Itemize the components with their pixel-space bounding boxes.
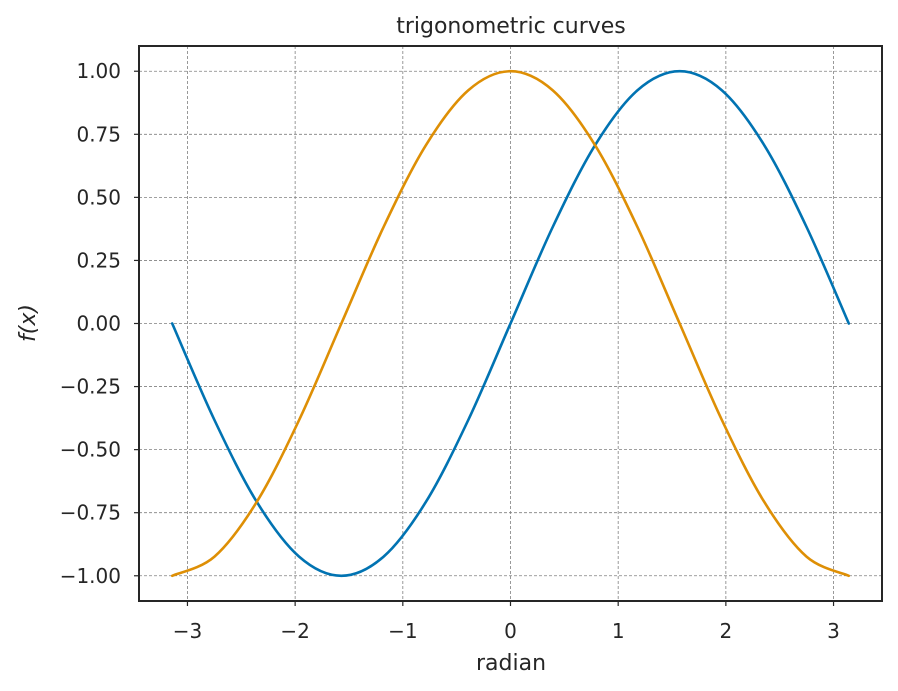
x-axis-title: radian [476, 651, 546, 676]
y-tick-label: −1.00 [60, 564, 121, 588]
x-tick-label: −1 [388, 619, 417, 643]
y-tick-label: −0.50 [60, 438, 121, 462]
x-tick-label: 3 [827, 619, 840, 643]
y-tick-label: 0.25 [76, 248, 121, 272]
x-tick-label: 0 [504, 619, 517, 643]
y-tick-label: −0.25 [60, 375, 121, 399]
x-tick-label: 2 [719, 619, 732, 643]
y-tick-label: −0.75 [60, 501, 121, 525]
y-tick-label: 0.50 [76, 185, 121, 209]
series-line-1 [170, 69, 851, 578]
chart-title: trigonometric curves [396, 14, 626, 39]
x-tick-label: −2 [280, 619, 309, 643]
x-tick-label: 1 [612, 619, 625, 643]
y-tick-label: 0.00 [76, 312, 121, 336]
ticks: −3 −2 −1 0 1 2 3 −1.00 −0.75 −0.50 −0.25 0.00 0.25 0.… [60, 59, 840, 643]
y-tick-label: 1.00 [76, 59, 121, 83]
y-tick-label: 0.75 [76, 122, 121, 146]
x-tick-label: −3 [173, 619, 202, 643]
y-axis-title: f(x) [16, 304, 41, 342]
series-layer [170, 69, 851, 578]
series-line-2 [170, 69, 851, 578]
